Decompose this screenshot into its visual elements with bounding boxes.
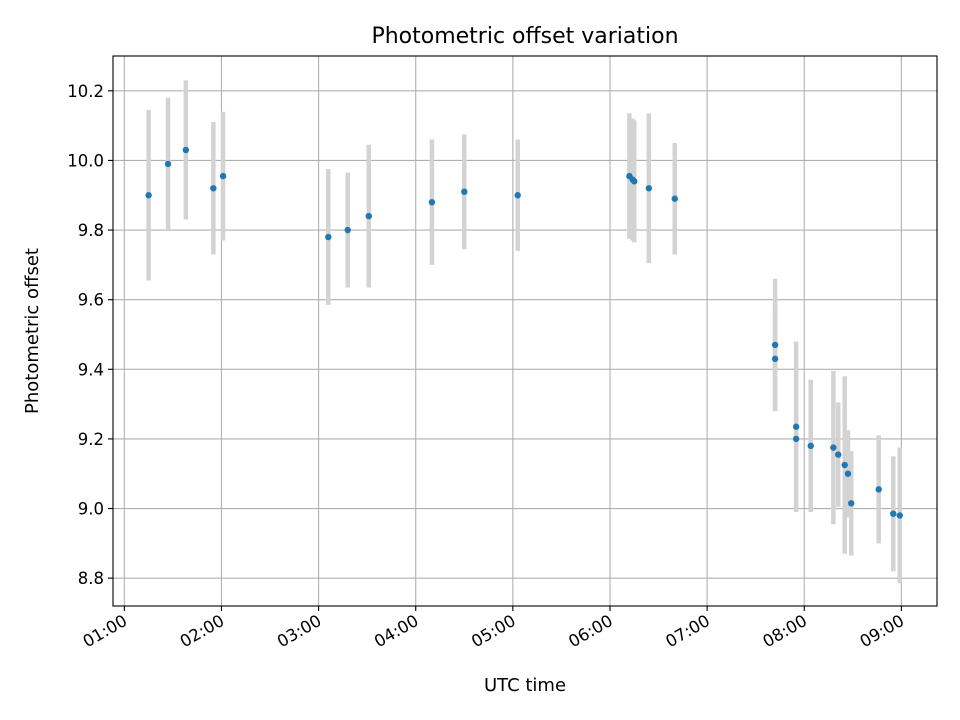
- data-point: [848, 500, 855, 507]
- y-tick-label: 9.0: [78, 500, 104, 519]
- y-tick-label: 9.2: [78, 430, 104, 449]
- data-point: [835, 451, 842, 458]
- x-axis-label: UTC time: [484, 675, 566, 696]
- data-point: [219, 172, 227, 180]
- data-point: [365, 212, 372, 220]
- data-point: [645, 185, 653, 192]
- data-point: [890, 510, 897, 517]
- data-point: [344, 226, 351, 234]
- data-point: [807, 442, 814, 450]
- y-axis-label: Photometric offset: [22, 248, 43, 414]
- y-tick-label: 8.8: [78, 569, 104, 588]
- data-points: [145, 146, 903, 519]
- data-point: [841, 461, 848, 469]
- data-point: [145, 192, 152, 199]
- data-point: [875, 486, 882, 493]
- plot-frame: [112, 55, 938, 607]
- data-point: [461, 188, 468, 195]
- data-point: [164, 160, 172, 168]
- y-tick-label: 9.4: [78, 360, 104, 379]
- data-point: [671, 195, 678, 202]
- data-point: [844, 470, 852, 477]
- data-point: [771, 355, 779, 363]
- data-point: [514, 192, 521, 199]
- data-point: [896, 512, 903, 519]
- chart-title: Photometric offset variation: [371, 24, 678, 49]
- data-point: [830, 444, 837, 451]
- data-point: [771, 341, 779, 349]
- y-tick-label: 10.0: [67, 151, 104, 170]
- y-axis-ticks: 8.8 9.0 9.2 9.4 9.6 9.8 10.0 10.2: [67, 82, 113, 588]
- data-point: [210, 185, 217, 192]
- data-point: [428, 199, 436, 206]
- data-point: [325, 233, 332, 241]
- grid-lines: [113, 56, 937, 606]
- y-tick-label: 10.2: [67, 82, 104, 101]
- data-point: [182, 146, 190, 154]
- data-point: [631, 178, 638, 185]
- data-point: [792, 423, 800, 430]
- data-point: [792, 435, 800, 443]
- y-tick-label: 9.6: [78, 291, 104, 310]
- y-tick-label: 9.8: [78, 221, 104, 240]
